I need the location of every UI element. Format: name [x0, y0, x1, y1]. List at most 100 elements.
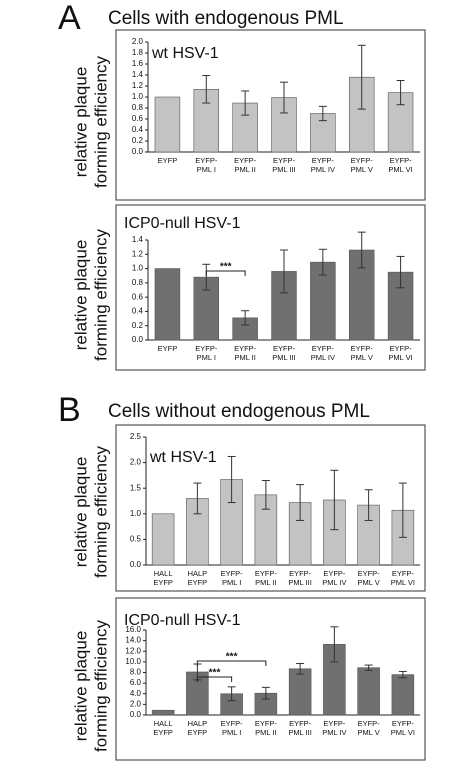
x-tick-label: HALL [154, 719, 173, 728]
x-tick-label: HALP [188, 719, 208, 728]
y-tick-label: 14.0 [125, 636, 141, 645]
x-tick-label: EYFP- [273, 344, 296, 353]
x-tick-label: PML II [234, 165, 255, 174]
x-tick-label: EYFP- [221, 569, 244, 578]
y-tick-label: 8.0 [130, 668, 142, 677]
bar [151, 513, 175, 566]
y-tick-label: 0.5 [130, 535, 142, 544]
y-tick-label: 1.0 [132, 264, 144, 273]
chart-title: wt HSV-1 [151, 45, 219, 62]
x-tick-label: EYFP- [255, 569, 278, 578]
bar [151, 709, 175, 716]
x-tick-label: PML V [351, 353, 373, 362]
x-tick-label: PML VI [388, 165, 412, 174]
significance-bracket [205, 270, 246, 276]
panel-label: A [58, 0, 81, 37]
x-tick-label: PML III [288, 728, 311, 737]
y-tick-label: 0.8 [132, 278, 144, 287]
y-axis-label-line: forming efficiency [91, 620, 110, 752]
y-tick-label: 2.5 [130, 432, 142, 441]
x-tick-label: EYFP- [323, 719, 346, 728]
y-tick-label: 2.0 [132, 37, 144, 46]
x-tick-label: PML IV [322, 728, 346, 737]
y-tick-label: 1.4 [132, 70, 144, 79]
y-tick-label: 6.0 [130, 678, 142, 687]
x-tick-label: EYFP- [323, 569, 346, 578]
x-tick-label: EYFP- [351, 156, 374, 165]
chart-frame [115, 29, 426, 201]
y-axis-label-line: forming efficiency [91, 229, 110, 361]
y-tick-label: 12.0 [125, 646, 141, 655]
bar [357, 667, 380, 716]
y-axis-label: relative plaque forming efficiency [71, 56, 110, 188]
y-axis-label: relative plaque forming efficiency [71, 446, 110, 578]
y-axis-label-line: relative plaque [71, 631, 90, 742]
y-tick-label: 0.2 [132, 321, 144, 330]
x-tick-label: PML IV [322, 578, 346, 587]
y-tick-label: 0.2 [132, 136, 144, 145]
y-tick-label: 0.4 [132, 307, 144, 316]
y-tick-label: 0.0 [132, 335, 144, 344]
y-tick-label: 1.5 [130, 483, 142, 492]
y-tick-label: 0.4 [132, 125, 144, 134]
y-axis-label: relative plaque forming efficiency [71, 620, 110, 752]
chart-title: ICP0-null HSV-1 [124, 215, 241, 232]
x-tick-label: EYFP- [221, 719, 244, 728]
chart-frame [115, 204, 426, 371]
panel-title: Cells without endogenous PML [108, 401, 370, 422]
x-tick-label: EYFP- [289, 719, 312, 728]
y-tick-label: 1.6 [132, 59, 144, 68]
significance-bracket [196, 676, 233, 682]
x-tick-label: EYFP [188, 728, 208, 737]
y-tick-label: 1.2 [132, 249, 144, 258]
y-axis-label-line: relative plaque [71, 240, 90, 351]
x-tick-label: PML I [222, 728, 241, 737]
y-tick-label: 1.0 [132, 92, 144, 101]
y-tick-label: 16.0 [125, 625, 141, 634]
significance-label: *** [209, 668, 221, 679]
x-tick-label: EYFP- [358, 719, 381, 728]
x-tick-label: EYFP- [358, 569, 381, 578]
x-tick-label: PML VI [391, 578, 415, 587]
chart-frame [115, 597, 426, 761]
chart-frame [115, 424, 426, 592]
y-tick-label: 1.8 [132, 48, 144, 57]
x-tick-label: PML III [288, 578, 311, 587]
y-tick-label: 0.6 [132, 292, 144, 301]
x-tick-label: PML IV [311, 165, 335, 174]
x-tick-label: EYFP [158, 156, 178, 165]
y-tick-label: 1.4 [132, 235, 144, 244]
x-tick-label: PML I [197, 165, 216, 174]
significance-label: *** [220, 262, 232, 273]
chart-title: ICP0-null HSV-1 [124, 612, 241, 629]
x-tick-label: PML III [272, 165, 295, 174]
x-tick-label: PML II [255, 728, 276, 737]
y-tick-label: 0.0 [130, 560, 142, 569]
x-tick-label: PML V [351, 165, 373, 174]
y-tick-label: 4.0 [130, 689, 142, 698]
bar [154, 268, 181, 341]
x-tick-label: EYFP- [255, 719, 278, 728]
x-tick-label: PML V [358, 728, 380, 737]
panel-title: Cells with endogenous PML [108, 8, 344, 29]
y-axis-label-line: relative plaque [71, 67, 90, 178]
panel-label: B [58, 391, 81, 429]
x-tick-label: PML III [272, 353, 295, 362]
x-tick-label: PML I [222, 578, 241, 587]
x-tick-label: EYFP- [312, 156, 335, 165]
x-tick-label: EYFP- [390, 156, 413, 165]
y-tick-label: 0.0 [132, 147, 144, 156]
x-tick-label: PML II [234, 353, 255, 362]
x-tick-label: EYFP- [234, 156, 257, 165]
x-tick-label: EYFP- [351, 344, 374, 353]
x-tick-label: EYFP- [312, 344, 335, 353]
x-tick-label: EYFP- [234, 344, 257, 353]
bar [154, 96, 181, 153]
significance-label: *** [226, 652, 238, 663]
x-tick-label: HALP [188, 569, 208, 578]
x-tick-label: HALL [154, 569, 173, 578]
y-tick-label: 10.0 [125, 657, 141, 666]
x-tick-label: PML VI [388, 353, 412, 362]
x-tick-label: EYFP [153, 728, 173, 737]
